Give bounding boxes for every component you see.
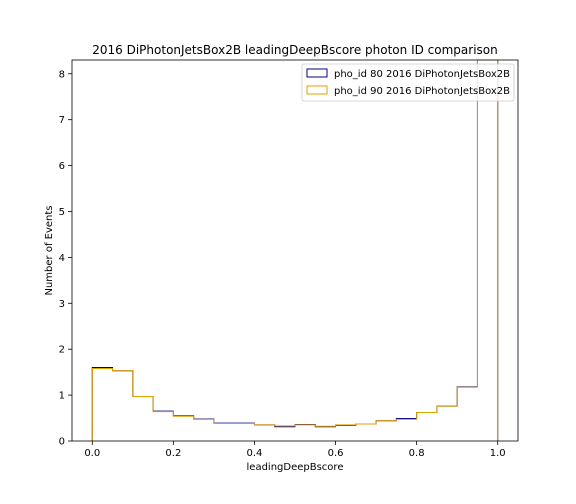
x-tick-label: 0.6	[328, 448, 344, 459]
y-axis-label: Number of Events	[44, 205, 55, 295]
x-axis-label: leadingDeepBscore	[247, 462, 344, 473]
y-tick-label: 4	[59, 253, 65, 264]
y-tick-label: 0	[59, 437, 65, 448]
y-tick-label: 5	[59, 207, 65, 218]
y-tick-label: 1	[59, 391, 65, 402]
x-tick-label: 0.2	[165, 448, 181, 459]
chart-title: 2016 DiPhotonJetsBox2B leadingDeepBscore…	[92, 43, 497, 57]
plot-area	[72, 60, 518, 441]
y-tick-label: 7	[59, 115, 65, 126]
x-tick-label: 0.4	[247, 448, 263, 459]
x-tick-label: 0.0	[84, 448, 100, 459]
legend: pho_id 80 2016 DiPhotonJetsBox2B pho_id …	[302, 64, 514, 101]
legend-label-pho-id-90: pho_id 90 2016 DiPhotonJetsBox2B	[334, 86, 510, 97]
y-tick-label: 6	[59, 161, 65, 172]
legend-label-pho-id-80: pho_id 80 2016 DiPhotonJetsBox2B	[334, 69, 510, 80]
x-tick-label: 0.8	[409, 448, 425, 459]
x-tick-label: 1.0	[490, 448, 506, 459]
y-tick-label: 3	[59, 299, 65, 310]
plot-background	[72, 60, 518, 441]
y-tick-label: 8	[59, 69, 65, 80]
y-tick-label: 2	[59, 345, 65, 356]
